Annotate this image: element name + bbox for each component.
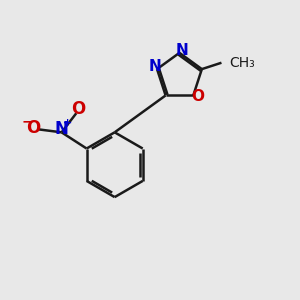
Text: N: N [55,120,68,138]
Text: +: + [63,118,72,128]
Text: O: O [191,89,205,104]
Text: N: N [148,59,161,74]
Text: CH₃: CH₃ [230,56,255,70]
Text: N: N [176,43,188,58]
Text: −: − [22,114,33,128]
Text: O: O [71,100,85,118]
Text: O: O [26,119,40,137]
